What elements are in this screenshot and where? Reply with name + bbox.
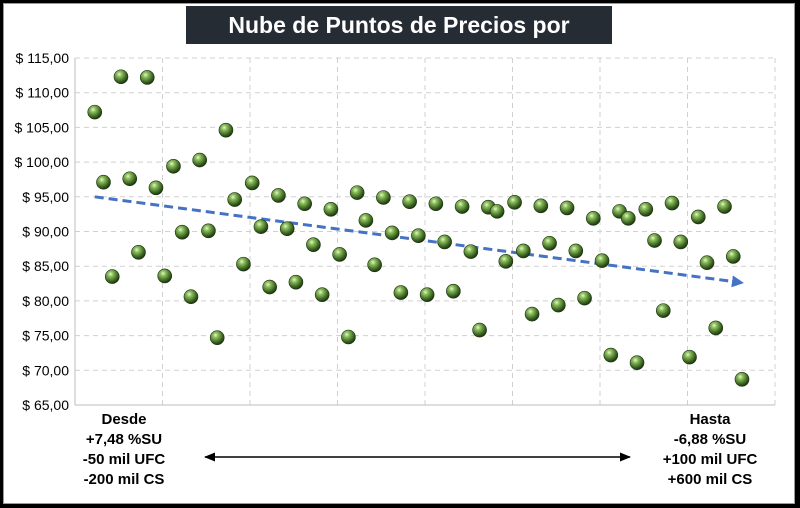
data-point bbox=[376, 190, 391, 205]
right-annotation: Hasta -6,88 %SU +100 mil UFC +600 mil CS bbox=[648, 410, 772, 490]
data-point bbox=[288, 274, 304, 290]
data-point bbox=[271, 188, 286, 203]
data-point bbox=[655, 303, 671, 318]
y-tick-label: $ 75,00 bbox=[22, 328, 69, 344]
data-point bbox=[201, 223, 216, 239]
right-annotation-line-1: -6,88 %SU bbox=[673, 431, 747, 448]
data-point bbox=[218, 122, 234, 138]
left-annotation-line-2: -50 mil UFC bbox=[82, 451, 166, 468]
left-annotation-heading: Desde bbox=[101, 411, 147, 428]
data-point bbox=[253, 219, 269, 234]
data-point bbox=[236, 256, 251, 272]
grid-lines bbox=[74, 57, 776, 406]
data-point bbox=[358, 213, 374, 228]
data-point bbox=[306, 237, 321, 252]
right-annotation-line-3: +600 mil CS bbox=[667, 471, 753, 488]
data-point bbox=[629, 355, 645, 370]
data-point bbox=[472, 322, 487, 338]
data-point bbox=[227, 192, 242, 207]
data-point bbox=[166, 158, 181, 174]
data-point bbox=[131, 245, 146, 260]
data-point bbox=[717, 199, 732, 214]
y-axis: $ 65,00 $ 70,00 $ 75,00 $ 80,00 $ 85,00 $ 90,… bbox=[15, 50, 70, 413]
data-point bbox=[244, 175, 260, 191]
data-point bbox=[87, 104, 103, 120]
y-tick-label: $ 70,00 bbox=[22, 362, 69, 378]
data-point bbox=[620, 211, 636, 226]
data-point bbox=[411, 228, 426, 243]
y-tick-label: $ 90,00 bbox=[22, 224, 69, 240]
data-point bbox=[419, 287, 435, 302]
data-point bbox=[367, 257, 382, 273]
data-point bbox=[122, 171, 138, 187]
data-point bbox=[104, 269, 120, 284]
data-point bbox=[603, 347, 619, 363]
data-point bbox=[594, 253, 610, 268]
data-point bbox=[279, 221, 295, 237]
data-point bbox=[524, 306, 540, 322]
data-point bbox=[262, 279, 277, 295]
data-point bbox=[577, 290, 592, 306]
data-point bbox=[384, 225, 400, 241]
data-point bbox=[332, 247, 347, 262]
data-point bbox=[507, 195, 522, 210]
data-point bbox=[437, 234, 452, 250]
data-point bbox=[323, 201, 339, 217]
data-point bbox=[157, 268, 173, 284]
data-point bbox=[463, 244, 479, 259]
data-point bbox=[638, 201, 654, 217]
data-point bbox=[586, 211, 601, 226]
data-point bbox=[174, 224, 190, 240]
data-point bbox=[673, 234, 689, 250]
data-point bbox=[542, 235, 557, 251]
data-point bbox=[498, 254, 514, 269]
data-point bbox=[454, 199, 470, 214]
chart-title: Nube de Puntos de Precios por Calidad bbox=[186, 6, 612, 76]
data-point bbox=[664, 195, 680, 211]
data-point bbox=[183, 289, 199, 305]
data-point bbox=[489, 204, 505, 219]
y-tick-label: $ 115,00 bbox=[16, 50, 70, 66]
data-point bbox=[647, 233, 662, 248]
data-point bbox=[402, 194, 417, 209]
left-annotation-line-1: +7,48 %SU bbox=[85, 431, 163, 448]
y-tick-label: $ 100,00 bbox=[15, 154, 70, 170]
data-point bbox=[113, 69, 129, 85]
data-point bbox=[341, 329, 356, 345]
data-point bbox=[192, 152, 208, 168]
data-points bbox=[87, 69, 750, 387]
data-point bbox=[551, 297, 566, 313]
data-point bbox=[533, 198, 549, 214]
data-point bbox=[297, 196, 312, 212]
y-tick-label: $ 105,00 bbox=[15, 119, 70, 135]
data-point bbox=[209, 330, 225, 345]
data-point bbox=[516, 243, 531, 259]
data-point bbox=[314, 287, 330, 302]
left-annotation-line-3: -200 mil CS bbox=[83, 471, 165, 488]
data-point bbox=[428, 196, 444, 212]
data-point bbox=[682, 349, 697, 365]
left-annotation: Desde +7,48 %SU -50 mil UFC -200 mil CS bbox=[64, 410, 184, 490]
y-tick-label: $ 65,00 bbox=[22, 397, 69, 413]
data-point bbox=[148, 180, 164, 196]
data-point bbox=[559, 200, 575, 216]
data-point bbox=[734, 372, 750, 387]
y-tick-label: $ 110,00 bbox=[16, 85, 70, 101]
data-point bbox=[568, 243, 584, 259]
data-point bbox=[96, 174, 111, 190]
data-point bbox=[446, 283, 461, 299]
right-annotation-line-2: +100 mil UFC bbox=[662, 451, 758, 468]
data-point bbox=[349, 185, 365, 200]
right-annotation-heading: Hasta bbox=[689, 411, 731, 428]
data-point bbox=[708, 320, 724, 336]
y-tick-label: $ 95,00 bbox=[22, 189, 69, 205]
data-point bbox=[690, 209, 706, 225]
data-point bbox=[393, 285, 409, 300]
y-tick-label: $ 85,00 bbox=[22, 258, 69, 274]
y-tick-label: $ 80,00 bbox=[22, 293, 69, 309]
data-point bbox=[699, 255, 715, 271]
data-point bbox=[139, 70, 155, 85]
data-point bbox=[725, 249, 741, 264]
